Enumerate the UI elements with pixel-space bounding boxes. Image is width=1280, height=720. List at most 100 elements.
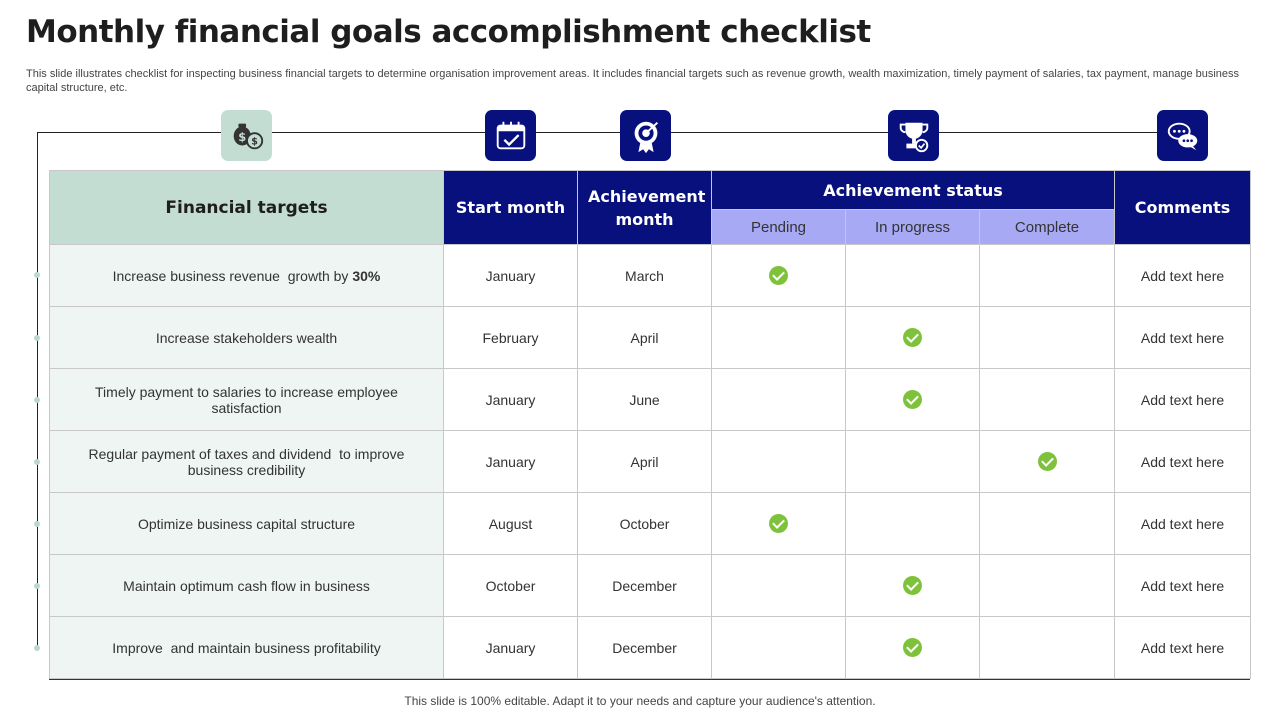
- financial-target-text: Maintain optimum cash flow in business: [123, 577, 370, 594]
- calendar-icon: [485, 110, 536, 161]
- page-title: Monthly financial goals accomplishment c…: [26, 14, 871, 50]
- check-icon: [1037, 452, 1057, 471]
- connector-dot: [34, 521, 40, 527]
- comment-cell[interactable]: Add text here: [1114, 616, 1252, 679]
- financial-target-cell: Increase stakeholders wealth: [49, 306, 444, 369]
- table-row: Optimize business capital structure Augus…: [49, 492, 1252, 555]
- comment-cell[interactable]: Add text here: [1114, 430, 1252, 493]
- check-icon: [903, 390, 922, 409]
- financial-target-text: Regular payment of taxes and dividend to…: [88, 445, 413, 478]
- connector-line-horizontal: [37, 132, 1183, 133]
- financial-target-text: Increase stakeholders wealth: [155, 329, 338, 346]
- start-month-cell: January: [443, 368, 578, 431]
- table-row: Increase business revenue growth by 30% J…: [49, 244, 1252, 307]
- connector-dot: [34, 645, 40, 651]
- footer-note: This slide is 100% editable. Adapt it to…: [404, 694, 876, 708]
- header-pending: Pending: [711, 209, 846, 245]
- header-complete: Complete: [978, 209, 1116, 245]
- achievement-month-cell: December: [577, 554, 712, 617]
- start-month-cell: January: [443, 616, 578, 679]
- achievement-month-cell: April: [577, 430, 712, 493]
- connector-dot: [34, 397, 40, 403]
- page-subtitle: This slide illustrates checklist for ins…: [26, 68, 1240, 94]
- status-complete-cell: [978, 554, 1116, 617]
- start-month-cell: October: [443, 554, 578, 617]
- start-month-cell: January: [443, 244, 578, 307]
- start-month-cell: February: [443, 306, 578, 369]
- financial-target-cell: Optimize business capital structure: [49, 492, 444, 555]
- achievement-month-cell: December: [577, 616, 712, 679]
- check-icon: [903, 576, 922, 595]
- status-pending-cell: [711, 244, 846, 307]
- status-in-progress-cell: [845, 368, 980, 431]
- status-in-progress-cell: [845, 616, 980, 679]
- status-complete-cell: [978, 244, 1116, 307]
- chat-bubbles-icon: [1157, 110, 1208, 161]
- table-row: Increase stakeholders wealth February Apri…: [49, 306, 1252, 369]
- header-start-month: Start month: [443, 170, 578, 245]
- check-icon: [903, 638, 922, 657]
- financial-target-cell: Maintain optimum cash flow in business: [49, 554, 444, 617]
- check-icon: [903, 328, 922, 347]
- table-row: Regular payment of taxes and dividend to…: [49, 430, 1252, 493]
- status-complete-cell: [978, 306, 1116, 369]
- connector-dot: [34, 272, 40, 278]
- check-icon: [769, 514, 788, 533]
- financial-target-cell: Timely payment to salaries to increase e…: [49, 368, 444, 431]
- status-pending-cell: [711, 616, 846, 679]
- status-in-progress-cell: [845, 430, 980, 493]
- achievement-month-cell: October: [577, 492, 712, 555]
- status-pending-cell: [711, 554, 846, 617]
- comment-cell[interactable]: Add text here: [1114, 368, 1252, 431]
- financial-target-text: Optimize business capital structure: [137, 515, 356, 532]
- status-pending-cell: [711, 368, 846, 431]
- start-month-cell: August: [443, 492, 578, 555]
- status-complete-cell: [978, 430, 1116, 493]
- header-comments: Comments: [1114, 170, 1252, 245]
- header-achievement-status: Achievement status: [710, 170, 1116, 210]
- financial-target-text: Improve and maintain business profitabil…: [112, 639, 381, 656]
- header-in-progress: In progress: [845, 209, 980, 245]
- status-in-progress-cell: [845, 492, 980, 555]
- connector-dot: [34, 335, 40, 341]
- comment-cell[interactable]: Add text here: [1114, 492, 1252, 555]
- achievement-month-cell: June: [577, 368, 712, 431]
- status-in-progress-cell: [845, 554, 980, 617]
- connector-dot: [34, 583, 40, 589]
- comment-cell[interactable]: Add text here: [1114, 306, 1252, 369]
- check-icon: [769, 266, 788, 285]
- trophy-icon: [888, 110, 939, 161]
- svg-text:$: $: [238, 129, 246, 143]
- start-month-cell: January: [443, 430, 578, 493]
- connector-line-vertical: [37, 132, 38, 650]
- financial-target-cell: Increase business revenue growth by 30%: [49, 244, 444, 307]
- comment-cell[interactable]: Add text here: [1114, 244, 1252, 307]
- status-pending-cell: [711, 492, 846, 555]
- status-in-progress-cell: [845, 306, 980, 369]
- financial-target-text: Increase business revenue growth by: [112, 267, 353, 284]
- connector-dot: [34, 459, 40, 465]
- checklist-table: Financial targets Start month Achievemen…: [49, 170, 1252, 679]
- status-pending-cell: [711, 430, 846, 493]
- financial-target-highlight: 30%: [352, 267, 381, 284]
- header-achievement-month: Achievement month: [577, 170, 712, 245]
- svg-text:$: $: [251, 136, 258, 147]
- target-badge-icon: [620, 110, 671, 161]
- table-bottom-border: [49, 679, 1250, 680]
- achievement-month-cell: March: [577, 244, 712, 307]
- status-complete-cell: [978, 492, 1116, 555]
- money-bags-icon: $ $: [221, 110, 272, 161]
- table-row: Improve and maintain business profitabil…: [49, 616, 1252, 679]
- achievement-month-cell: April: [577, 306, 712, 369]
- comment-cell[interactable]: Add text here: [1114, 554, 1252, 617]
- header-financial-targets: Financial targets: [49, 170, 444, 245]
- financial-target-cell: Improve and maintain business profitabil…: [49, 616, 444, 679]
- table-row: Maintain optimum cash flow in business Oc…: [49, 554, 1252, 617]
- table-row: Timely payment to salaries to increase e…: [49, 368, 1252, 431]
- status-complete-cell: [978, 368, 1116, 431]
- financial-target-text: Timely payment to salaries to increase e…: [95, 383, 402, 416]
- financial-target-cell: Regular payment of taxes and dividend to…: [49, 430, 444, 493]
- status-complete-cell: [978, 616, 1116, 679]
- status-pending-cell: [711, 306, 846, 369]
- status-in-progress-cell: [845, 244, 980, 307]
